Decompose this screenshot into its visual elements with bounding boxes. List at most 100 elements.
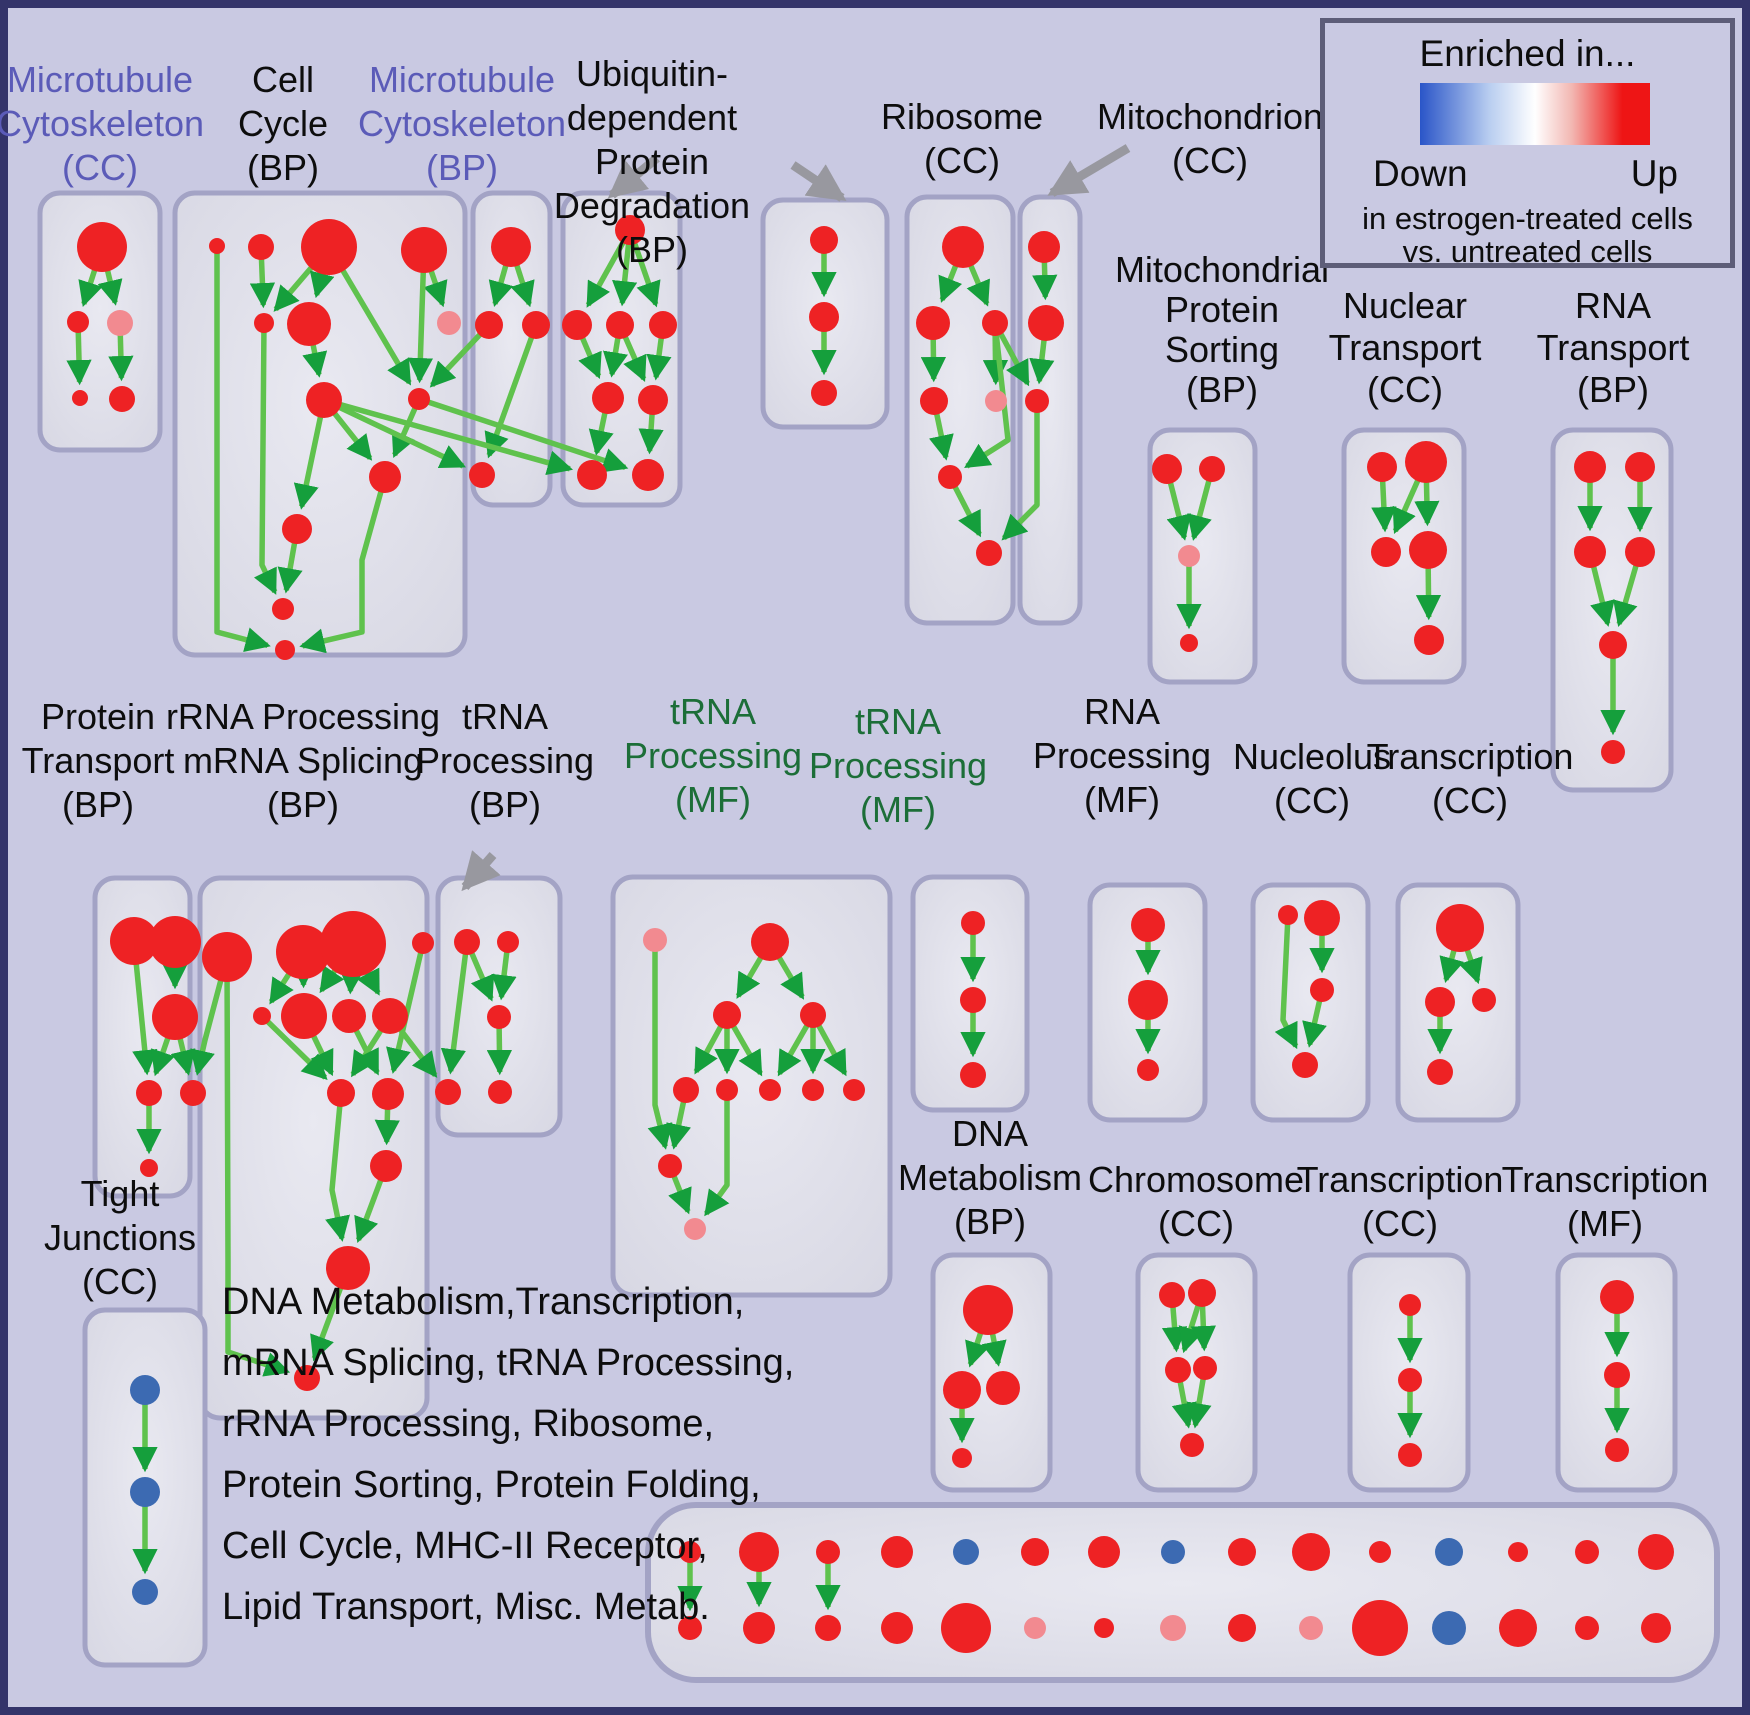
go-term-node-ribosome (938, 465, 962, 489)
go-term-node-mps (1180, 634, 1198, 652)
go-term-node-misc-matrix (1094, 1618, 1114, 1638)
go-term-node-protein-transport (110, 917, 158, 965)
go-term-node-ubiquitin (592, 382, 624, 414)
go-term-node-protein-transport (140, 1159, 158, 1177)
go-term-node-transcription-cc-bot (1399, 1294, 1421, 1316)
go-term-node-rna-transport (1625, 452, 1655, 482)
note-line: mRNA Splicing, tRNA Processing, (222, 1342, 795, 1384)
go-term-node-misc-matrix (1499, 1609, 1537, 1647)
go-term-node-rrna (370, 1150, 402, 1182)
go-term-node-cell-cycle (254, 313, 274, 333)
go-term-node-cell-cycle (209, 238, 225, 254)
go-term-node-misc-matrix (953, 1539, 979, 1565)
go-term-node-rrna (372, 1078, 404, 1110)
go-term-node-trna-bp (497, 931, 519, 953)
go-term-node-misc-matrix (743, 1612, 775, 1644)
go-term-node-trna-bp (435, 1079, 461, 1105)
go-term-node-cell-cycle (408, 388, 430, 410)
go-term-node-transcription-cc-bot (1398, 1443, 1422, 1467)
go-term-node-rrna (202, 932, 252, 982)
misc-clusters-note: DNA Metabolism,Transcription, mRNA Splici… (222, 1272, 794, 1638)
go-term-node-nucleolus (1310, 978, 1334, 1002)
go-term-node-trna-mf-big (716, 1079, 738, 1101)
label-pointer-arrow (790, 161, 847, 202)
go-term-node-rrna (372, 998, 408, 1034)
go-term-node-nuclear-transport (1367, 452, 1397, 482)
go-term-node-misc-matrix (1024, 1617, 1046, 1639)
go-term-node-misc-matrix (1638, 1534, 1674, 1570)
go-term-node-misc-matrix (815, 1615, 841, 1641)
go-term-node-transcription-cc-bot (1398, 1368, 1422, 1392)
go-term-node-misc-matrix (1432, 1611, 1466, 1645)
go-term-node-mt-cc (72, 390, 88, 406)
go-term-node-ubiquitin (649, 311, 677, 339)
go-term-node-mt-bp (522, 311, 550, 339)
go-term-node-cell-cycle (401, 227, 447, 273)
go-term-node-transcription-mf (1600, 1280, 1634, 1314)
go-term-node-cell-cycle (437, 311, 461, 335)
go-term-node-ribosome (942, 226, 984, 268)
go-term-node-rrna (276, 925, 330, 979)
cluster-box-misc-matrix (645, 1502, 1720, 1683)
go-term-node-trna-bp (488, 1080, 512, 1104)
go-term-node-trna-mf-big (843, 1079, 865, 1101)
go-term-node-transcription-mf (1604, 1362, 1630, 1388)
go-term-node-chromosome (1188, 1279, 1216, 1307)
go-term-node-mito (1028, 231, 1060, 263)
go-term-node-transcription-cc-mid (1436, 904, 1484, 952)
go-term-node-ribosome (976, 540, 1002, 566)
go-term-node-trna-mf-big (713, 1001, 741, 1029)
relation-arrow (323, 397, 574, 476)
go-term-node-cell-cycle (282, 514, 312, 544)
note-line: Cell Cycle, MHC-II Receptor, (222, 1525, 708, 1567)
go-term-node-ubiq2 (810, 226, 838, 254)
go-term-node-nucleolus (1292, 1052, 1318, 1078)
go-term-node-mt-cc (67, 311, 89, 333)
go-term-node-protein-transport (152, 994, 198, 1040)
relation-arrow (1001, 401, 1040, 541)
go-term-node-mt-bp (469, 462, 495, 488)
go-term-node-trna-bp (454, 929, 480, 955)
go-term-node-ubiq2 (811, 380, 837, 406)
go-term-node-chromosome (1180, 1433, 1204, 1457)
note-line: rRNA Processing, Ribosome, (222, 1403, 715, 1445)
go-term-node-chromosome (1165, 1357, 1191, 1383)
go-term-node-mps (1152, 454, 1182, 484)
relation-arrow (647, 940, 673, 1150)
go-term-node-trna-bp (487, 1005, 511, 1029)
go-term-node-tight-junctions (130, 1375, 160, 1405)
go-term-node-mt-cc (107, 310, 133, 336)
go-term-node-ubiquitin (606, 311, 634, 339)
legend-gradient-bar (1420, 83, 1650, 145)
go-term-node-mito (1025, 389, 1049, 413)
relation-arrow (214, 246, 271, 652)
label-pointer-arrow (607, 154, 660, 199)
go-term-node-ribosome (982, 310, 1008, 336)
go-term-node-rrna (320, 911, 386, 977)
go-term-node-transcription-cc-mid (1427, 1059, 1453, 1085)
go-term-node-rna-transport (1625, 537, 1655, 567)
cluster-box-rna-transport (1550, 427, 1674, 793)
go-term-node-trna-mf-big (673, 1077, 699, 1103)
go-term-node-misc-matrix (1435, 1538, 1463, 1566)
go-term-node-trna-mf-big (643, 928, 667, 952)
go-term-node-ubiquitin (632, 459, 664, 491)
go-term-node-ubiq2 (809, 302, 839, 332)
go-term-node-chromosome (1193, 1356, 1217, 1380)
go-term-node-misc-matrix (816, 1540, 840, 1564)
go-term-node-protein-transport (149, 916, 201, 968)
go-term-node-mps (1178, 545, 1200, 567)
go-term-node-nuclear-transport (1409, 531, 1447, 569)
go-term-node-misc-matrix (1160, 1615, 1186, 1641)
go-term-node-misc-matrix (1575, 1540, 1599, 1564)
go-term-node-rna-proc-mf (1128, 980, 1168, 1020)
relation-arrow (322, 397, 467, 469)
go-term-node-trna-mf-big (751, 923, 789, 961)
relation-arrow (703, 1090, 730, 1217)
cluster-box-nucleolus (1250, 882, 1371, 1123)
go-term-node-rna-transport (1601, 740, 1625, 764)
go-term-node-misc-matrix (1299, 1616, 1323, 1640)
